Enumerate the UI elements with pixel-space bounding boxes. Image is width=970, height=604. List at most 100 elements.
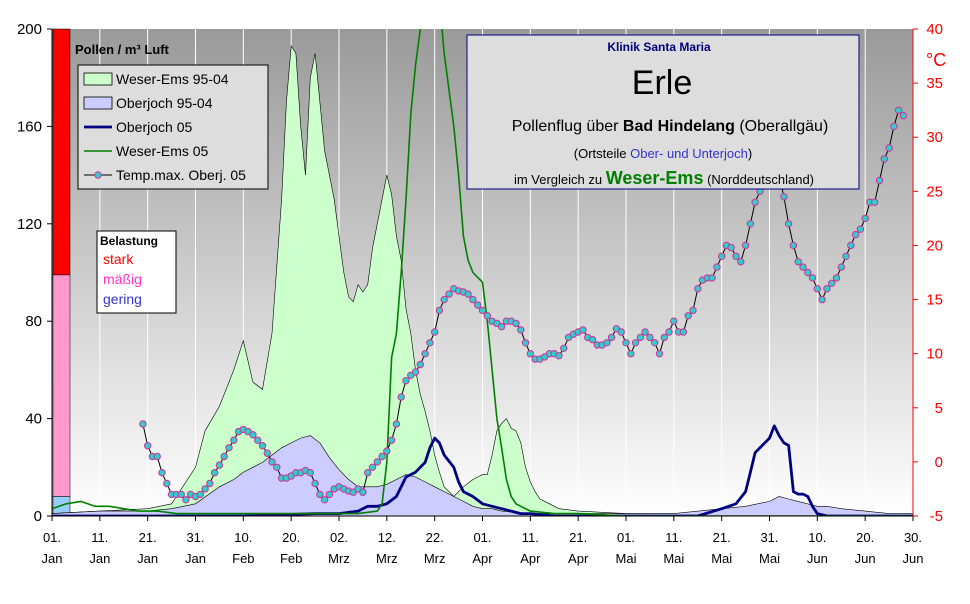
x-tick-label-month: Mrz [376,551,398,566]
temp-point [210,469,219,477]
x-tick-label-day: 11. [665,530,682,545]
temp-point [823,285,831,293]
temp-point [851,230,860,239]
x-tick-label-day: 10. [234,530,252,545]
temp-point [435,306,444,315]
temp-point [268,458,276,466]
belastung-gering: gering [103,291,142,307]
temp-point [746,220,755,228]
y-right-tick-label: 30 [926,129,943,146]
x-tick-label-month: Apr [568,551,589,566]
y-left-tick-label: 200 [17,21,42,38]
temp-point [665,328,673,336]
x-tick-label-day: 20. [282,530,300,545]
temp-point [808,274,817,282]
line-series [52,29,913,516]
legend-marker [94,171,102,179]
temp-point [440,295,448,304]
temp-point [220,452,228,461]
x-tick-label-month: Feb [232,551,254,566]
y-left-tick-label: 40 [25,411,42,428]
temp-point [679,328,688,336]
temp-point [847,241,855,250]
temp-point [871,198,879,206]
x-tick-label-day: 01. [473,530,491,545]
temp-point [689,306,697,315]
temp-point [364,469,372,477]
temp-point [359,488,367,496]
x-tick-label-month: Jan [185,551,206,566]
temp-point [607,333,616,342]
y-axis-left-label: Pollen / m³ Luft [75,42,170,57]
temp-point [828,279,836,287]
temp-point [230,436,238,444]
temp-point [254,436,262,444]
y-right-tick-label: 10 [926,346,943,363]
temp-point [560,344,568,352]
temperature-series [139,106,908,504]
temp-point [780,193,788,201]
x-tick-label-day: 11. [91,530,108,545]
temp-point [555,352,563,360]
temp-point [784,220,793,228]
title-box: Klinik Santa Maria Erle Pollenflug über … [466,34,860,190]
y-right-tick-label: 35 [926,75,943,92]
x-tick-label-month: Jun [903,551,924,566]
x-tick-label-month: Jan [42,551,63,566]
x-tick-label-day: 22. [426,530,444,545]
temp-point [445,290,453,298]
temp-point [325,490,334,499]
temp-point [813,285,821,293]
temp-point [832,274,841,282]
legend-label: Oberjoch 95-04 [116,95,213,111]
temp-point [215,461,224,469]
temp-point [794,258,802,266]
temp-point [320,496,329,504]
temp-point [158,469,166,477]
legend-label: Weser-Ems 95-04 [116,71,229,87]
temp-point [890,122,898,131]
temp-point [631,339,640,347]
temp-point [273,463,281,471]
y-left-tick-label: 160 [17,118,42,135]
temp-point [139,420,147,428]
belastung-segment-0 [52,28,71,276]
x-tick-label-day: 30. [904,530,922,545]
belastung-bar [52,28,71,517]
belastung-maessig: mäßig [103,271,142,287]
temp-point [512,319,520,328]
x-tick-label-month: Apr [520,551,541,566]
belastung-legend: Belastung stark mäßig gering [96,230,177,314]
title-plant: Erle [632,64,692,102]
temp-point [622,339,630,347]
temp-point [368,463,377,471]
temp-point [378,452,386,461]
series-area-0 [52,45,913,516]
temp-point [737,258,745,266]
temp-point [392,420,401,428]
x-tick-label-month: Jan [89,551,110,566]
temp-point [497,322,506,331]
temp-point [201,485,209,493]
legend-swatch [83,96,113,110]
temp-point [144,442,152,450]
title-line3: im Vergleich zu Weser-Ems (Norddeutschla… [514,168,814,188]
temp-point [713,263,721,271]
temp-point [196,490,205,499]
title-line1: Pollenflug über Bad Hindelang (Oberallgä… [512,118,829,135]
temp-point [411,368,420,376]
temp-point [163,479,171,488]
y-right-tick-label: 5 [935,400,943,417]
area-series [52,45,913,516]
x-tick-label-month: Mrz [424,551,446,566]
y-right-tick-label: 15 [926,292,943,309]
temp-point [651,339,659,347]
series-line-2 [52,424,913,516]
temp-point [684,312,692,320]
temp-point [732,252,740,260]
temp-point [426,339,434,347]
temp-point [694,285,702,293]
legend-label: Weser-Ems 05 [116,143,209,159]
x-tick-label-day: 20. [856,530,874,545]
